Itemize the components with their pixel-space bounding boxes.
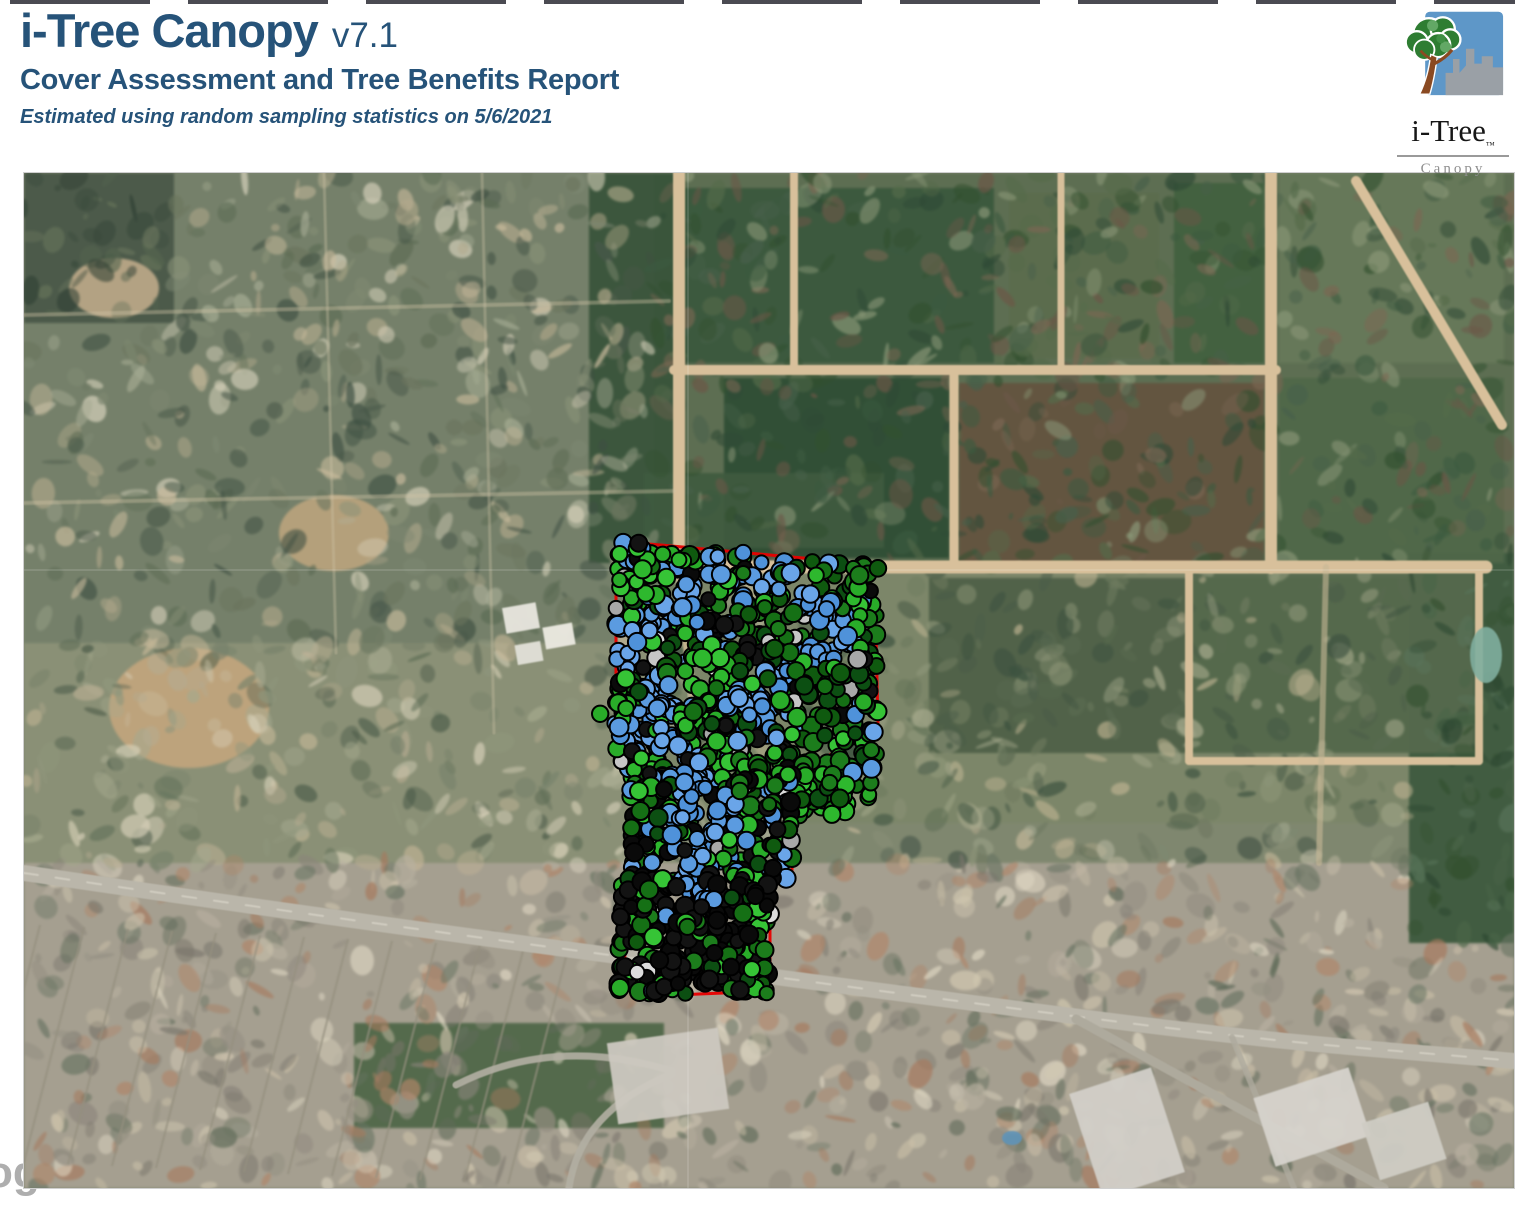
sample-points-layer [591, 532, 888, 1003]
report-title: Cover Assessment and Tree Benefits Repor… [20, 64, 620, 97]
itree-logo: i-Tree™ Canopy [1393, 8, 1513, 178]
page-title: i-Tree Canopy [20, 4, 319, 57]
logo-city-skyline [1445, 48, 1504, 96]
logo-product-text: Canopy [1420, 161, 1486, 177]
logo-trademark: ™ [1485, 140, 1495, 150]
report-header: i-Tree Canopy v7.1 Cover Assessment and … [20, 4, 619, 129]
logo-tree-trunk [1418, 48, 1454, 95]
map-svg [24, 173, 1514, 1188]
building-layer [502, 602, 1502, 1188]
logo-divider [1397, 155, 1509, 157]
logo-tree-canopy [1404, 16, 1462, 61]
itree-tree-city-icon [1404, 11, 1504, 96]
app-version-label: v7.1 [331, 16, 398, 55]
logo-brand-text: i-Tree™ [1411, 113, 1495, 150]
report-subtitle: Estimated using random sampling statisti… [20, 106, 553, 129]
satellite-map[interactable] [23, 172, 1515, 1189]
window-edge-artifact [10, 0, 1515, 4]
